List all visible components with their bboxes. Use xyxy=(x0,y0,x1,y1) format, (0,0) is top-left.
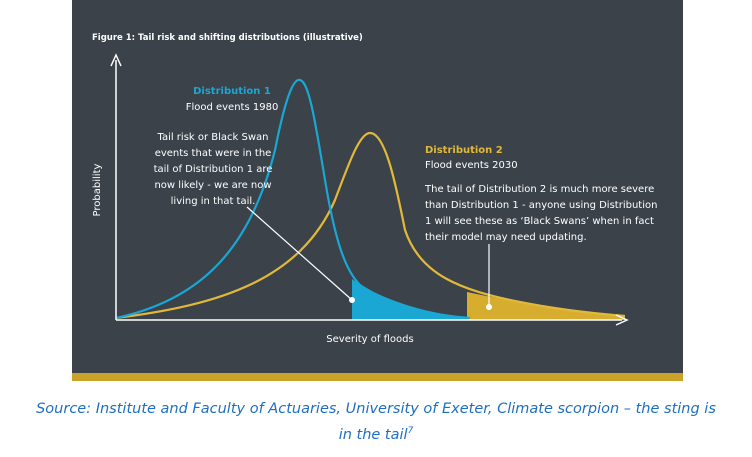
accent-bar xyxy=(72,373,683,381)
dist-subtitle: Flood events 1980 xyxy=(186,102,279,113)
dist-subtitle: Flood events 2030 xyxy=(425,160,518,171)
pointer-dot xyxy=(349,297,355,303)
source-text: in the tail xyxy=(338,426,408,443)
curve-1 xyxy=(115,78,471,320)
source-caption: Source: Institute and Faculty of Actuari… xyxy=(0,398,752,446)
note-line: tail of Distribution 1 are xyxy=(154,164,273,175)
figure: Figure 1: Tail risk and shifting distrib… xyxy=(72,0,683,381)
note-line: Tail risk or Black Swan xyxy=(156,132,268,143)
note-line: The tail of Distribution 2 is much more … xyxy=(424,184,654,195)
tail-fill-1 xyxy=(352,279,470,320)
y-arrow xyxy=(110,53,122,67)
source-line: Source: Institute and Faculty of Actuari… xyxy=(36,401,716,417)
note-line: now likely - we are now xyxy=(154,180,271,191)
y-axis-label: Probability xyxy=(92,163,103,216)
x-arrow xyxy=(615,314,629,326)
dist-name: Distribution 1 xyxy=(193,86,271,97)
x-axis-label: Severity of floods xyxy=(326,334,413,345)
note: Tail risk or Black Swan events that were … xyxy=(154,132,273,207)
figure-title: Figure 1: Tail risk and shifting distrib… xyxy=(92,33,363,43)
note-line: events that were in the xyxy=(155,148,272,159)
curve-2 xyxy=(115,131,626,320)
note-line: living in that tail. xyxy=(171,196,256,207)
pointer-line xyxy=(246,206,353,301)
note: The tail of Distribution 2 is much more … xyxy=(424,184,657,243)
footnote-ref: 7 xyxy=(407,426,414,436)
note-line: their model may need updating. xyxy=(425,232,587,243)
source-line: in the tail7 xyxy=(0,420,752,446)
note-line: 1 will see these as ‘Black Swans’ when i… xyxy=(425,216,654,227)
pointer-dot xyxy=(486,304,492,310)
note-line: than Distribution 1 - anyone using Distr… xyxy=(425,200,657,211)
dist-name: Distribution 2 xyxy=(425,145,503,156)
